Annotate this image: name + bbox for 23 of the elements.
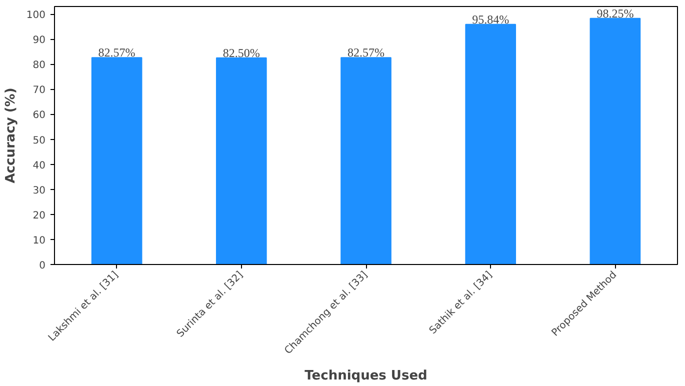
y-tick-label: 0 xyxy=(39,260,46,272)
y-tick-label: 20 xyxy=(32,210,46,222)
y-tick-label: 80 xyxy=(32,60,46,72)
y-tick-label: 30 xyxy=(32,185,46,196)
y-tick-label: 40 xyxy=(32,160,46,172)
y-tick-label: 60 xyxy=(32,110,46,122)
y-tick-label: 50 xyxy=(32,135,46,146)
data-label: 82.50% xyxy=(222,46,260,60)
x-axis-title: Techniques Used xyxy=(304,368,428,384)
data-label: 82.57% xyxy=(348,46,384,60)
y-tick-label: 10 xyxy=(32,235,46,246)
y-tick-label: 90 xyxy=(32,35,46,46)
data-label: 82.57% xyxy=(98,46,136,60)
bar xyxy=(91,57,142,264)
data-label: 98.25% xyxy=(596,6,634,20)
y-tick-label: 70 xyxy=(32,85,46,96)
y-axis-title: Accuracy (%) xyxy=(3,88,18,184)
bar xyxy=(465,24,516,264)
bar xyxy=(340,57,392,264)
y-tick-label: 100 xyxy=(26,10,46,22)
bar xyxy=(590,18,641,264)
data-label: 95.84% xyxy=(472,12,510,26)
bar xyxy=(216,57,267,264)
